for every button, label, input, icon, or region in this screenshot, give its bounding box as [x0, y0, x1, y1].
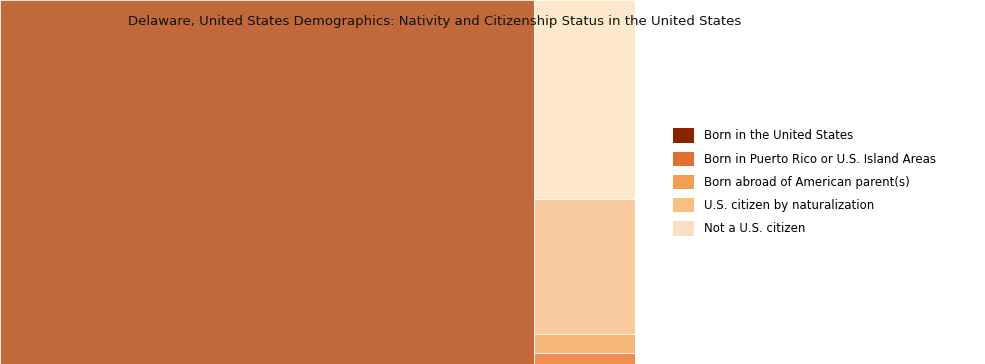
Bar [534, 334, 635, 353]
Bar [0, 0, 534, 364]
Bar [534, 199, 635, 334]
Legend: Born in the United States, Born in Puerto Rico or U.S. Island Areas, Born abroad: Born in the United States, Born in Puert… [673, 128, 936, 236]
Bar [534, 0, 635, 199]
Text: Delaware, United States Demographics: Nativity and Citizenship Status in the Uni: Delaware, United States Demographics: Na… [128, 15, 742, 28]
Bar [534, 353, 635, 364]
